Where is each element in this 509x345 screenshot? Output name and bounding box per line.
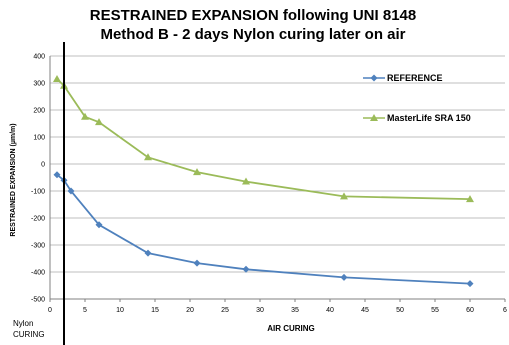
- legend-marker-reference: [370, 74, 378, 82]
- data-point-reference: [466, 280, 474, 288]
- y-tick-label: -500: [31, 297, 45, 304]
- data-point-masterlife: [144, 153, 152, 161]
- data-point-reference: [53, 171, 61, 179]
- y-tick-label: -200: [31, 216, 45, 223]
- data-point-reference: [67, 187, 75, 195]
- x-tick-label: 30: [256, 307, 264, 314]
- series-markers: [53, 74, 474, 288]
- y-tick-label: 300: [33, 81, 45, 88]
- x-tick-label: 0: [48, 307, 52, 314]
- y-tick-label: -100: [31, 189, 45, 196]
- y-tick-label: -400: [31, 270, 45, 277]
- gridlines: [50, 55, 505, 300]
- nylon-curing-label-line-1: Nylon: [13, 319, 33, 328]
- x-tick-label: 10: [116, 307, 124, 314]
- y-tick-label: 200: [33, 108, 45, 115]
- x-tick-labels: 0 5 10 15 20 25 30 35 40 45 50 55 60 6: [48, 307, 507, 314]
- data-point-reference: [340, 273, 348, 281]
- data-point-reference: [95, 221, 103, 229]
- x-tick-label: 6: [503, 307, 507, 314]
- y-tick-label: 400: [33, 54, 45, 61]
- legend-label-reference: REFERENCE: [387, 73, 443, 83]
- nylon-curing-label-line-2: CURING: [13, 330, 45, 339]
- data-point-masterlife: [81, 112, 89, 120]
- x-tick-label: 20: [186, 307, 194, 314]
- x-axis-label: AIR CURING: [267, 324, 315, 333]
- chart-title-line-2: Method B - 2 days Nylon curing later on …: [100, 26, 405, 43]
- data-point-reference: [193, 259, 201, 267]
- data-point-masterlife: [193, 168, 201, 176]
- x-tick-label: 45: [361, 307, 369, 314]
- y-tick-label: 0: [41, 162, 45, 169]
- y-tick-labels: -500 -400 -300 -200 -100 0 100 200 300 400: [31, 54, 45, 304]
- data-point-reference: [242, 265, 250, 273]
- data-point-masterlife: [340, 192, 348, 200]
- x-tick-label: 55: [431, 307, 439, 314]
- data-point-reference: [144, 249, 152, 257]
- x-tick-label: 50: [396, 307, 404, 314]
- chart-title-line-1: RESTRAINED EXPANSION following UNI 8148: [90, 7, 416, 24]
- x-tick-label: 60: [466, 307, 474, 314]
- x-tick-label: 15: [151, 307, 159, 314]
- y-axis-label: RESTRAINED EXPANSION (µm/m): [10, 123, 17, 236]
- legend-label-masterlife: MasterLife SRA 150: [387, 113, 471, 123]
- series-line-masterlife: [56, 78, 471, 200]
- x-tick-label: 5: [83, 307, 87, 314]
- legend-marker-masterlife: [370, 114, 378, 121]
- axes: [49, 56, 506, 302]
- data-point-masterlife: [466, 195, 474, 203]
- x-tick-label: 40: [326, 307, 334, 314]
- x-tick-label: 25: [221, 307, 229, 314]
- legend: REFERENCE MasterLife SRA 150: [363, 73, 471, 123]
- y-tick-label: 100: [33, 135, 45, 142]
- data-point-masterlife: [53, 74, 61, 82]
- y-tick-label: -300: [31, 243, 45, 250]
- data-point-masterlife: [242, 177, 250, 185]
- x-tick-label: 35: [291, 307, 299, 314]
- data-point-masterlife: [95, 118, 103, 126]
